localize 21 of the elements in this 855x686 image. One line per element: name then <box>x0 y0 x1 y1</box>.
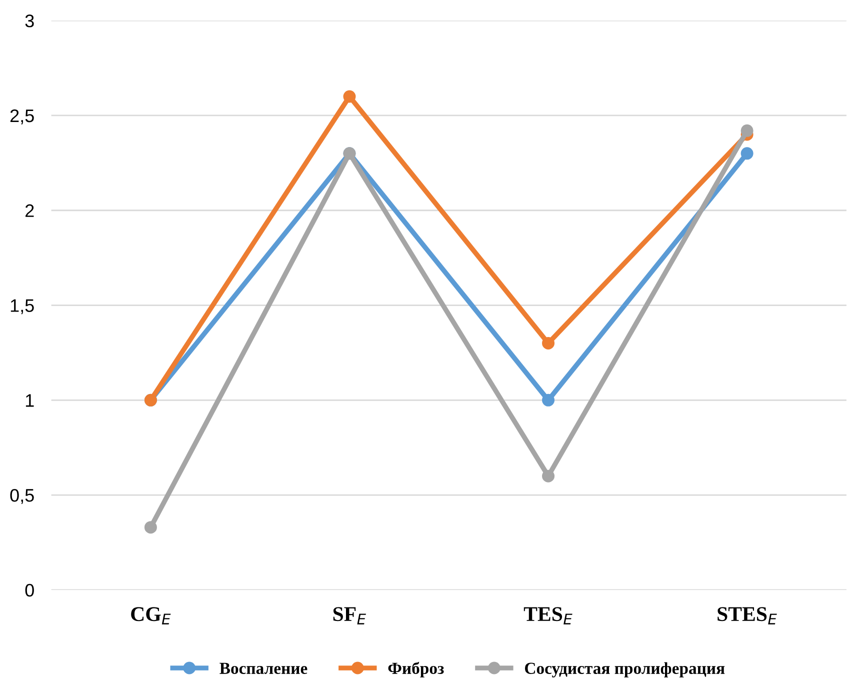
point <box>343 90 356 103</box>
legend-label: Сосудистая пролиферация <box>525 662 725 678</box>
x-tick-label: TES$_{E}$ <box>524 607 572 624</box>
legend-label: Фиброз <box>388 662 444 678</box>
point <box>542 336 555 350</box>
x-tick-label: SF$_{E}$ <box>333 607 366 624</box>
x-tick-label: STES$_{E}$ <box>718 607 777 624</box>
point <box>740 147 754 160</box>
y-tick-label: 0 <box>25 584 34 597</box>
y-tick-label: 3 <box>25 14 34 28</box>
y-tick-label: 1,5 <box>10 299 34 314</box>
y-tick-label: 0,5 <box>10 489 34 504</box>
y-tick-label: 1 <box>26 394 34 407</box>
y-tick-label: 2,5 <box>10 109 34 124</box>
y-tick-label: 2 <box>26 204 34 217</box>
x-tick-label: CG$_{E}$ <box>131 607 171 624</box>
point <box>542 394 555 406</box>
legend-label: Воспаление <box>220 662 308 674</box>
point <box>144 521 157 534</box>
point <box>542 470 555 482</box>
point <box>740 124 754 137</box>
